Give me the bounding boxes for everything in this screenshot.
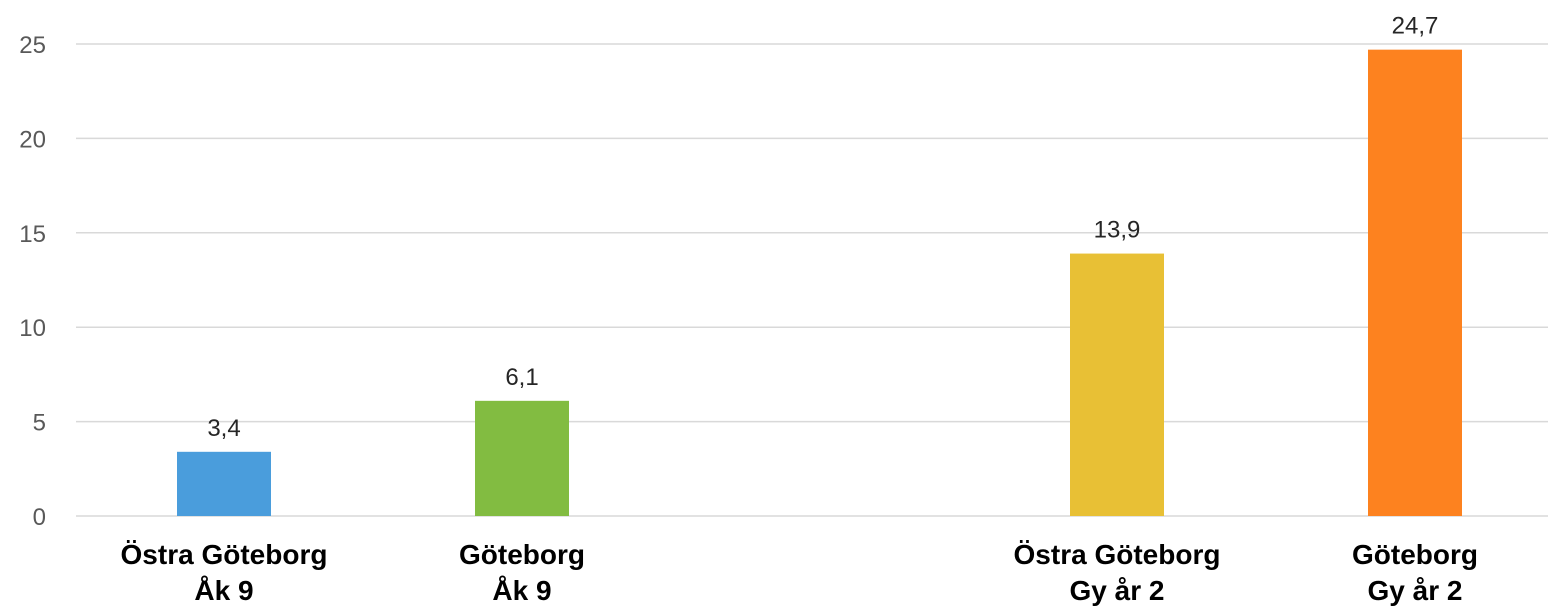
category-label-4-line-1: Göteborg <box>1352 539 1478 570</box>
category-label-4-line-2: Gy år 2 <box>1368 575 1463 606</box>
category-labels: Östra Göteborg Åk 9 Göteborg Åk 9 Östra Göte… <box>121 539 1478 606</box>
y-tick-label-25: 25 <box>19 32 46 59</box>
data-label-4: 24,7 <box>1392 13 1439 40</box>
bar-3 <box>1070 253 1164 516</box>
y-tick-label-0: 0 <box>33 504 46 531</box>
category-label-1-line-2: Åk 9 <box>194 575 253 606</box>
category-label-3-line-1: Östra Göteborg <box>1014 539 1221 570</box>
bars <box>177 49 1462 516</box>
category-label-3-line-2: Gy år 2 <box>1070 575 1165 606</box>
gridlines <box>76 43 1548 517</box>
bar-4 <box>1368 49 1462 516</box>
category-label-2-line-2: Åk 9 <box>492 575 551 606</box>
data-label-3: 13,9 <box>1094 217 1141 244</box>
category-label-2-line-1: Göteborg <box>459 539 585 570</box>
data-label-1: 3,4 <box>207 415 240 442</box>
bar-2 <box>475 400 569 516</box>
y-tick-label-10: 10 <box>19 315 46 342</box>
bar-1 <box>177 451 271 516</box>
category-label-1-line-1: Östra Göteborg <box>121 539 328 570</box>
data-label-2: 6,1 <box>505 364 538 391</box>
data-labels: 3,4 6,1 13,9 24,7 <box>207 13 1438 442</box>
y-axis-tick-labels: 0 5 10 15 20 25 <box>19 32 46 531</box>
y-tick-label-15: 15 <box>19 221 46 248</box>
y-tick-label-5: 5 <box>33 410 46 437</box>
y-tick-label-20: 20 <box>19 126 46 153</box>
